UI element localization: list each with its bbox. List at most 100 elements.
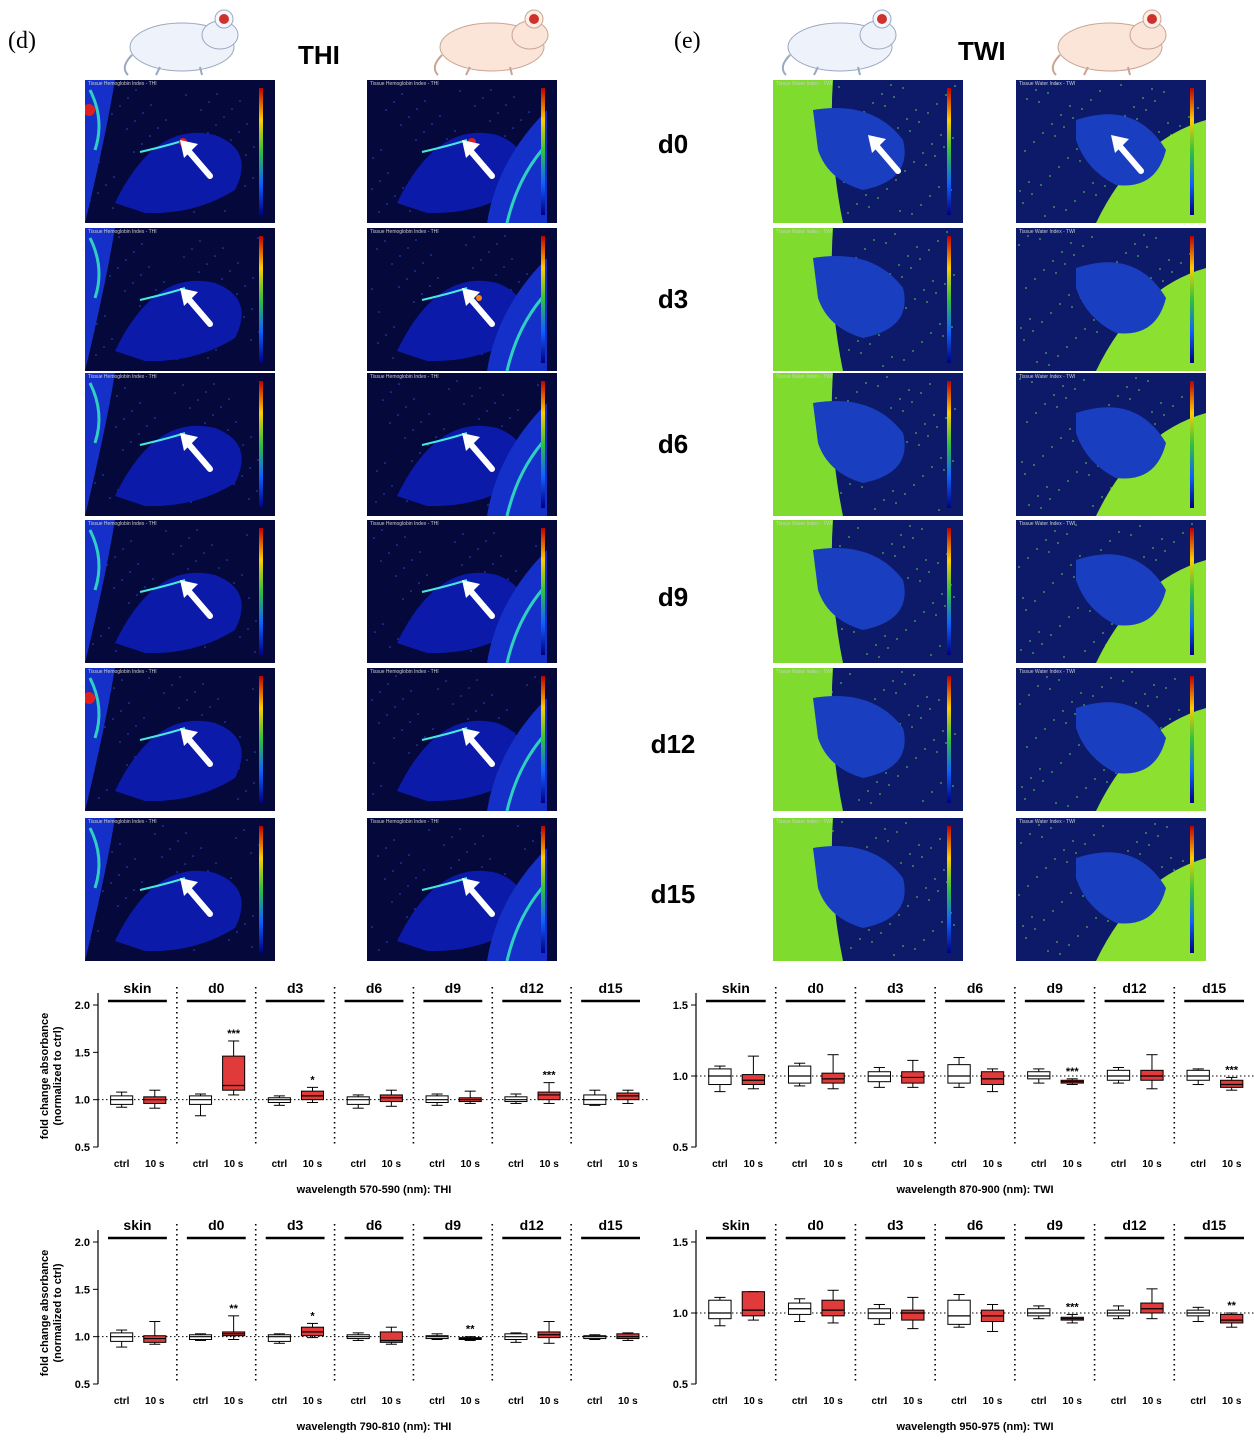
tile-caption: Tissue Hemoglobin Index - THI <box>370 81 439 87</box>
box-ctrl <box>110 1091 134 1108</box>
significance-mark: *** <box>543 1070 557 1082</box>
y-tick-label: 0.5 <box>673 1142 688 1154</box>
condition-label: 10 s <box>983 1396 1003 1407</box>
y-axis-label: (normalized to ctrl) <box>52 1026 64 1125</box>
day-label-d0: d0 <box>657 129 689 159</box>
condition-label: 10 s <box>145 1159 165 1170</box>
tile-caption: Tissue Hemoglobin Index - THI <box>370 374 439 380</box>
arrow-icon <box>462 288 495 327</box>
twi-image-tile: Tissue Water Index - TWI <box>773 818 963 961</box>
box-treated <box>1140 1054 1164 1090</box>
condition-label: ctrl <box>193 1159 209 1170</box>
significance-mark: ** <box>1227 1300 1236 1312</box>
tile-caption: Tissue Hemoglobin Index - THI <box>370 819 439 825</box>
tile-caption: Tissue Water Index - TWI <box>776 374 833 380</box>
tile-caption: Tissue Hemoglobin Index - THI <box>88 521 157 527</box>
box-ctrl <box>346 1094 370 1109</box>
thi-image-tile: Tissue Hemoglobin Index - THI <box>367 80 557 223</box>
group-label: d3 <box>287 980 304 996</box>
box-ctrl <box>110 1329 134 1348</box>
group-label: d9 <box>1047 980 1064 996</box>
condition-label: ctrl <box>951 1396 967 1407</box>
tile-caption: Tissue Water Index - TWI <box>1019 669 1076 675</box>
condition-label: 10 s <box>618 1159 638 1170</box>
condition-label: 10 s <box>460 1159 480 1170</box>
tile-caption: Tissue Hemoglobin Index - THI <box>370 521 439 527</box>
y-tick-label: 1.0 <box>75 1332 90 1344</box>
box-treated <box>821 1054 845 1090</box>
box-treated <box>1220 1312 1244 1328</box>
box-treated <box>458 1090 482 1104</box>
arrow-icon <box>462 433 495 472</box>
tile-caption: Tissue Water Index - TWI <box>776 669 833 675</box>
box-treated <box>741 1291 766 1321</box>
box-ctrl <box>787 1298 812 1323</box>
group-label: d15 <box>599 980 623 996</box>
arrow-icon <box>180 433 213 472</box>
group-label: skin <box>722 1217 750 1233</box>
condition-label: 10 s <box>303 1396 323 1407</box>
group-label: d6 <box>967 980 984 996</box>
box-treated <box>537 1321 561 1344</box>
arrow-icon <box>868 135 901 174</box>
y-tick-label: 0.5 <box>673 1379 688 1391</box>
box-treated <box>300 1322 325 1339</box>
group-label: d6 <box>366 1217 383 1233</box>
tile-caption: Tissue Water Index - TWI <box>776 229 833 235</box>
condition-label: ctrl <box>429 1159 445 1170</box>
group-label: d3 <box>887 980 904 996</box>
box-treated <box>821 1289 845 1324</box>
y-axis-label: fold change absorbance <box>39 1250 51 1377</box>
box-ctrl <box>425 1093 449 1106</box>
condition-label: 10 s <box>224 1159 244 1170</box>
group-label: d6 <box>967 1217 984 1233</box>
thi-title: THI <box>298 40 340 70</box>
group-label: d9 <box>445 980 462 996</box>
box-treated <box>379 1089 403 1107</box>
tile-caption: Tissue Water Index - TWI <box>776 819 833 825</box>
condition-label: ctrl <box>792 1159 808 1170</box>
tile-caption: Tissue Water Index - TWI <box>1019 81 1076 87</box>
mouse-pink-icon <box>433 9 549 76</box>
box-treated <box>1220 1076 1244 1091</box>
box-treated <box>901 1296 925 1330</box>
condition-label: 10 s <box>618 1396 638 1407</box>
tile-caption: Tissue Water Index - TWI <box>1019 374 1076 380</box>
chart-thi-790-810: 0.5 1.0 1.5 2.0 fold change absorbance (norma… <box>30 1212 650 1442</box>
condition-label: 10 s <box>744 1396 764 1407</box>
x-axis-label: wavelength 570-590 (nm): THI <box>296 1184 452 1196</box>
significance-mark: *** <box>1225 1064 1239 1076</box>
arrow-icon <box>180 140 213 179</box>
condition-label: ctrl <box>872 1159 888 1170</box>
y-tick-label: 1.0 <box>673 1071 688 1083</box>
tile-caption: Tissue Hemoglobin Index - THI <box>88 669 157 675</box>
thi-image-tile: Tissue Hemoglobin Index - THI <box>85 373 275 516</box>
tile-caption: Tissue Hemoglobin Index - THI <box>370 669 439 675</box>
arrow-icon <box>462 580 495 619</box>
condition-label: ctrl <box>587 1396 603 1407</box>
twi-image-tile: Tissue Water Index - TWI <box>773 668 963 811</box>
condition-label: ctrl <box>114 1396 130 1407</box>
box-treated <box>616 1089 640 1104</box>
box-ctrl <box>1186 1068 1210 1086</box>
panel-label-e: (e) <box>674 28 701 54</box>
mouse-white-icon <box>123 9 239 76</box>
condition-label: ctrl <box>872 1396 888 1407</box>
y-tick-label: 0.5 <box>75 1142 90 1154</box>
y-axis-label: (normalized to ctrl) <box>52 1263 64 1362</box>
condition-label: ctrl <box>350 1396 366 1407</box>
twi-image-tile: Tissue Water Index - TWI <box>773 373 963 516</box>
condition-label: 10 s <box>983 1159 1003 1170</box>
group-label: skin <box>722 980 750 996</box>
arrow-icon <box>180 288 213 327</box>
chart-twi-870-900: 0.5 1.0 1.5 skin ctrl 10 s d0 ctrl 10 s d3 ctrl 10 … <box>660 975 1254 1205</box>
y-tick-label: 1.0 <box>75 1095 90 1107</box>
condition-label: 10 s <box>903 1159 923 1170</box>
condition-label: 10 s <box>382 1396 402 1407</box>
significance-mark: *** <box>227 1028 241 1040</box>
group-label: d0 <box>208 980 225 996</box>
x-axis-label: wavelength 870-900 (nm): TWI <box>895 1184 1053 1196</box>
box-treated <box>741 1055 766 1090</box>
box-treated <box>616 1332 640 1341</box>
condition-label: ctrl <box>587 1159 603 1170</box>
